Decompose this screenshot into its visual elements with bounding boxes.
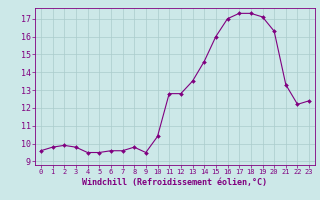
X-axis label: Windchill (Refroidissement éolien,°C): Windchill (Refroidissement éolien,°C) xyxy=(83,178,268,187)
